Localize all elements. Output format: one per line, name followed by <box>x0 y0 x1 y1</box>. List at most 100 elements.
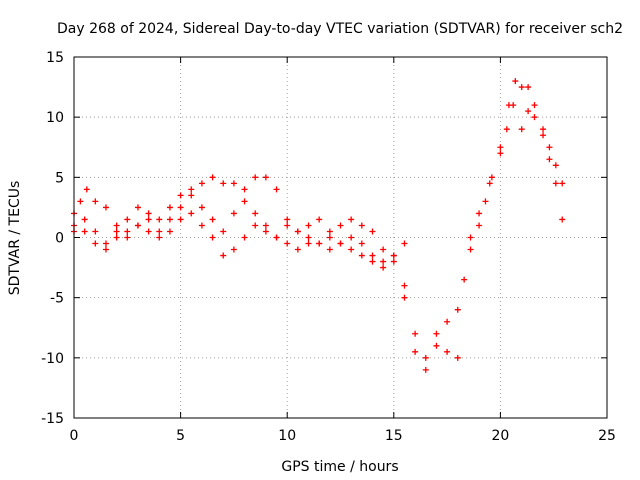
data-point <box>316 216 323 223</box>
x-tick-label: 10 <box>278 428 296 444</box>
data-point <box>102 204 109 211</box>
x-tick-label: 0 <box>70 428 79 444</box>
data-point <box>177 204 184 211</box>
data-point <box>390 252 397 259</box>
data-point <box>337 222 344 229</box>
data-point <box>145 210 152 217</box>
data-point <box>444 318 451 325</box>
data-point <box>467 246 474 253</box>
data-point <box>252 222 259 229</box>
data-point <box>294 246 301 253</box>
series-track-b <box>71 192 461 373</box>
data-point <box>540 132 547 139</box>
data-point <box>198 222 205 229</box>
data-point <box>166 204 173 211</box>
data-point <box>198 204 205 211</box>
data-point <box>390 258 397 265</box>
ticks-layer: 0 5 10 15 20 25 -15 -10 -5 0 5 10 15 <box>41 50 616 444</box>
data-point <box>220 228 227 235</box>
data-point <box>124 228 131 235</box>
data-point <box>348 216 355 223</box>
data-point <box>559 180 566 187</box>
marks-layer <box>71 78 566 373</box>
data-point <box>284 216 291 223</box>
data-point <box>546 144 553 151</box>
data-point <box>156 228 163 235</box>
data-point <box>454 306 461 313</box>
data-point <box>433 342 440 349</box>
data-point <box>337 240 344 247</box>
data-point <box>262 228 269 235</box>
data-point <box>81 216 88 223</box>
y-tick-label: 0 <box>55 231 64 247</box>
data-point <box>482 198 489 205</box>
data-point <box>198 180 205 187</box>
data-point <box>497 150 504 157</box>
x-tick-label: 25 <box>598 428 616 444</box>
data-point <box>505 102 512 109</box>
data-point <box>209 216 216 223</box>
data-point <box>177 216 184 223</box>
data-point <box>284 222 291 229</box>
series-track-a <box>71 174 468 361</box>
data-point <box>145 216 152 223</box>
data-point <box>358 222 365 229</box>
data-point <box>77 198 84 205</box>
data-point <box>348 246 355 253</box>
data-point <box>230 180 237 187</box>
data-point <box>380 264 387 271</box>
data-point <box>113 228 120 235</box>
chart-title: Day 268 of 2024, Sidereal Day-to-day VTE… <box>57 21 623 37</box>
data-point <box>102 246 109 253</box>
data-point <box>81 228 88 235</box>
data-point <box>540 126 547 133</box>
data-point <box>422 366 429 373</box>
y-tick-label: 10 <box>46 110 64 126</box>
data-point <box>401 240 408 247</box>
data-point <box>326 246 333 253</box>
data-point <box>518 84 525 91</box>
data-point <box>476 222 483 229</box>
data-point <box>401 282 408 289</box>
data-point <box>124 216 131 223</box>
y-tick-label: -15 <box>41 411 64 427</box>
data-point <box>113 234 120 241</box>
data-point <box>503 126 510 133</box>
data-point <box>559 216 566 223</box>
data-point <box>326 234 333 241</box>
data-point <box>531 114 538 121</box>
data-point <box>512 78 519 85</box>
data-point <box>422 354 429 361</box>
data-point <box>486 180 493 187</box>
data-point <box>188 192 195 199</box>
data-point <box>102 240 109 247</box>
data-point <box>177 192 184 199</box>
data-point <box>497 144 504 151</box>
data-point <box>252 174 259 181</box>
data-point <box>230 246 237 253</box>
data-point <box>252 210 259 217</box>
data-point <box>241 186 248 193</box>
x-tick-label: 5 <box>176 428 185 444</box>
data-point <box>188 210 195 217</box>
y-tick-label: -10 <box>41 351 64 367</box>
data-point <box>284 240 291 247</box>
data-point <box>166 216 173 223</box>
data-point <box>358 252 365 259</box>
data-point <box>546 156 553 163</box>
y-tick-label: 5 <box>55 170 64 186</box>
data-point <box>113 222 120 229</box>
data-point <box>241 234 248 241</box>
data-point <box>454 354 461 361</box>
data-point <box>273 186 280 193</box>
data-point <box>220 180 227 187</box>
data-point <box>230 210 237 217</box>
data-point <box>552 180 559 187</box>
y-tick-label: -5 <box>50 291 64 307</box>
data-point <box>525 84 532 91</box>
data-point <box>525 108 532 115</box>
data-point <box>531 102 538 109</box>
data-point <box>552 162 559 169</box>
data-point <box>316 240 323 247</box>
